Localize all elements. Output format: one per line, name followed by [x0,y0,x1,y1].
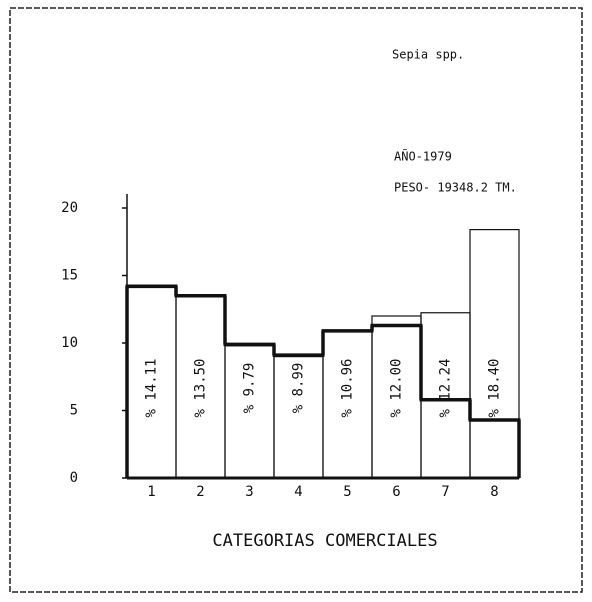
x-tick-label: 2 [196,484,204,500]
frame [9,7,583,593]
y-tick-label: 0 [70,470,78,486]
y-tick-label: 5 [70,403,78,419]
annotation: PESO- 19348.2 TM. [394,181,517,195]
x-tick-label: 1 [147,484,155,500]
x-tick-label: 3 [245,484,253,500]
x-tick-label: 6 [392,484,400,500]
y-tick-label: 10 [61,335,78,351]
value-label: % 12.24 [438,358,454,417]
annotation: Sepia spp. [392,48,464,62]
x-tick-label: 7 [441,484,449,500]
value-label: % 10.96 [340,358,356,417]
y-tick-label: 15 [61,268,78,284]
value-label: % 14.11 [144,358,160,417]
x-tick-label: 4 [294,484,302,500]
bar [469,229,520,479]
x-axis-label: CATEGORIAS COMERCIALES [212,531,437,551]
annotation: AÑO-1979 [394,149,452,164]
value-label: % 9.79 [242,363,258,414]
value-label: % 18.40 [487,358,503,417]
x-tick-label: 5 [343,484,351,500]
y-tick-label: 20 [61,200,78,216]
value-label: % 8.99 [291,363,307,414]
x-tick-label: 8 [490,484,498,500]
value-label: % 13.50 [193,358,209,417]
value-label: % 12.00 [389,358,405,417]
